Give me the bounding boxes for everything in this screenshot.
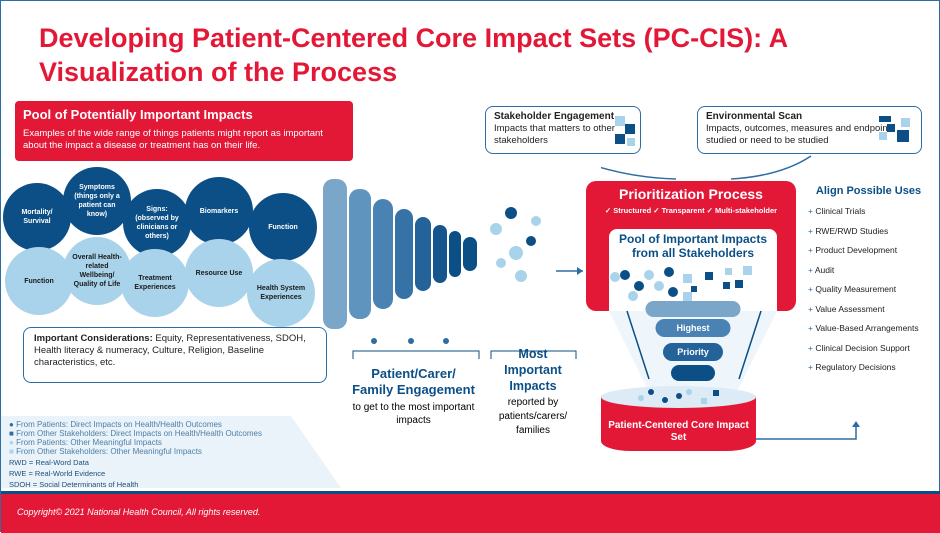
impact-circle: Treatment Experiences	[121, 249, 189, 317]
page-title: Developing Patient-Centered Core Impact …	[39, 23, 788, 87]
use-item: RWE/RWD Studies	[801, 226, 936, 237]
legend-item: ● From Patients: Direct Impacts on Healt…	[9, 420, 341, 429]
funnel-bar	[373, 199, 393, 309]
abbreviation: SDOH = Social Determinants of Health	[9, 480, 139, 489]
funnel-bar	[349, 189, 371, 319]
impact-circle: Mortality/ Survival	[3, 183, 71, 251]
impact-circle: Health System Experiences	[247, 259, 315, 327]
environmental-scan-box: Environmental Scan Impacts, outcomes, me…	[697, 106, 922, 154]
envscan-heading: Environmental Scan	[706, 111, 803, 122]
priority-spiral: Highest Priority	[609, 301, 777, 391]
use-item: Value-Based Arrangements	[801, 323, 936, 334]
stakeholder-text: Impacts that matters to other stakeholde…	[494, 123, 615, 146]
impact-circle: Function	[5, 247, 73, 315]
use-item: Value Assessment	[801, 304, 936, 315]
engagement-description: to get to the most important impacts	[352, 402, 475, 426]
output-arrow	[756, 421, 860, 440]
engagement-text: Patient/Carer/ Family Engagement to get …	[351, 366, 476, 427]
impact-pool-box: Pool of Potentially Important Impacts Ex…	[15, 101, 353, 161]
impact-circle: Resource Use	[185, 239, 253, 307]
stakeholder-engagement-box: Stakeholder Engagement Impacts that matt…	[485, 106, 641, 154]
most-important-text: Most Important Impacts reported by patie…	[489, 346, 577, 438]
stakeholder-pool-heading: Pool of Important Impacts from all Stake…	[618, 232, 767, 260]
connectors-svg	[352, 207, 583, 359]
funnel-bar	[395, 209, 413, 299]
legend-label: From Other Stakeholders: Direct Impacts …	[16, 429, 262, 438]
prioritization-heading: Prioritization Process	[619, 186, 763, 202]
cylinder-top	[601, 386, 756, 408]
impact-circle: Function	[249, 193, 317, 261]
legend-item: ■ From Other Stakeholders: Other Meaning…	[9, 447, 341, 456]
considerations-text: Equity, Representativeness, SDOH, Health…	[34, 333, 306, 368]
most-important-heading: Most Important Impacts	[504, 347, 562, 393]
legend-label: From Other Stakeholders: Other Meaningfu…	[16, 447, 202, 456]
impact-circle: Signs: (observed by clinicians or others…	[123, 189, 191, 257]
use-item: Quality Measurement	[801, 284, 936, 295]
spiral-priority: Priority	[663, 343, 723, 361]
use-item: Audit	[801, 265, 936, 276]
funnel-bar	[415, 217, 431, 291]
funnel-bar	[323, 179, 347, 329]
legend-label: From Patients: Direct Impacts on Health/…	[16, 420, 222, 429]
use-item: Regulatory Decisions	[801, 362, 936, 373]
spiral-band	[645, 301, 741, 317]
dark-circle-icon: ●	[9, 420, 14, 429]
uses-heading: Align Possible Uses	[815, 185, 922, 197]
dark-square-icon: ■	[9, 429, 14, 438]
footer-copyright: Copyright© 2021 National Health Council,…	[1, 491, 940, 533]
abbreviation: RWE = Real-World Evidence	[9, 469, 106, 478]
funnel-bar	[463, 237, 477, 271]
legend-label: From Patients: Other Meaningful Impacts	[16, 438, 162, 447]
impact-pool-text: Examples of the wide range of things pat…	[23, 128, 323, 151]
envscan-text: Impacts, outcomes, measures and endpoint…	[706, 123, 896, 146]
squares-arrows-svg	[601, 116, 910, 180]
considerations-box: Important Considerations: Equity, Repres…	[23, 327, 327, 383]
prioritization-checks: ✓ Structured ✓ Transparent ✓ Multi-stake…	[604, 206, 778, 215]
spiral-band	[671, 365, 715, 381]
abbreviation: RWD = Real-Word Data	[9, 458, 89, 467]
use-item: Clinical Trials	[801, 206, 936, 217]
light-circle-icon: ●	[9, 438, 14, 447]
impact-circle: Biomarkers	[185, 177, 253, 245]
light-square-icon: ■	[9, 447, 14, 456]
legend-item: ● From Patients: Other Meaningful Impact…	[9, 438, 341, 447]
impact-circle: Overall Health-related Wellbeing/ Qualit…	[63, 237, 131, 305]
impact-circle: Symptoms (things only a patient can know…	[63, 167, 131, 235]
funnel-bar	[449, 231, 461, 277]
legend: ● From Patients: Direct Impacts on Healt…	[1, 416, 341, 489]
most-important-description: reported by patients/carers/ families	[498, 397, 568, 436]
funnel-bar	[433, 225, 447, 283]
possible-uses: Align Possible Uses Clinical Trials RWE/…	[801, 184, 936, 382]
engagement-heading: Patient/Carer/ Family Engagement	[352, 366, 475, 397]
use-item: Product Development	[801, 245, 936, 256]
impact-dots	[610, 266, 752, 301]
legend-item: ■ From Other Stakeholders: Direct Impact…	[9, 429, 341, 438]
spiral-highest: Highest	[655, 319, 731, 337]
use-item: Clinical Decision Support	[801, 343, 936, 354]
impact-pool-heading: Pool of Potentially Important Impacts	[23, 107, 253, 122]
stakeholder-heading: Stakeholder Engagement	[494, 111, 615, 122]
considerations-label: Important Considerations:	[34, 333, 153, 344]
